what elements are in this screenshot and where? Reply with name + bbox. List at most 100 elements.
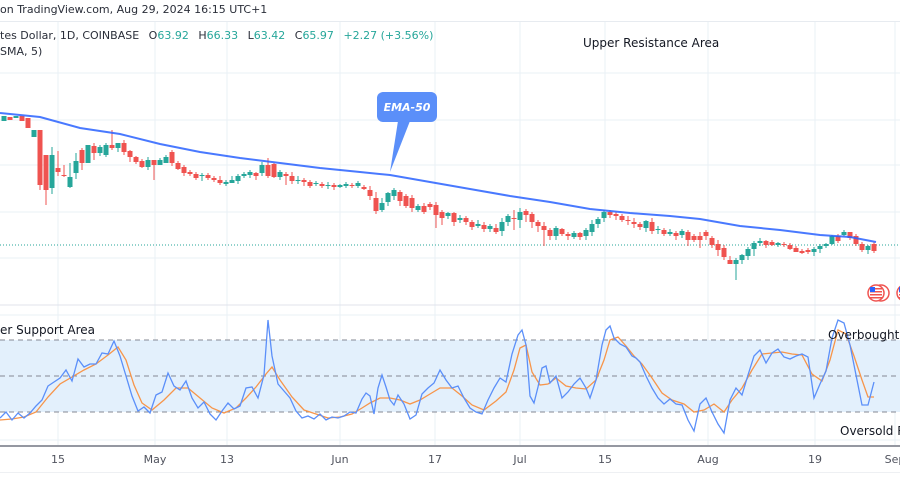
candle-down [481,225,487,229]
candle-up [73,161,79,173]
candle-down [289,176,295,181]
time-axis-tick: 17 [428,453,442,466]
candle-up [229,180,235,183]
candle-down [511,218,517,219]
candle-up [457,218,463,220]
candle-up [199,175,205,176]
candle-down [451,213,457,222]
candle-down [871,244,877,251]
candle-up [337,185,343,187]
candle-down [205,175,211,178]
candle-down [649,222,655,231]
candle-down [43,155,49,190]
candle-up [103,145,109,155]
candle-up [157,160,163,165]
candle-up [553,228,559,236]
time-axis-tick: 19 [808,453,822,466]
candle-down [193,174,199,178]
candle-up [235,176,241,181]
candle-up [259,165,265,173]
candle-down [25,118,31,128]
candle-up [313,183,319,184]
candle-up [31,130,37,137]
lower-support-label: er Support Area [0,323,95,337]
time-axis-tick: Sep [884,453,900,466]
candle-down [847,232,853,238]
candle-up [829,236,835,244]
candle-down [91,146,97,153]
ema-50-callout[interactable]: EMA-50 [377,92,437,122]
candle-down [529,214,535,222]
candle-down [541,226,547,230]
candle-down [79,150,85,163]
candle-down [853,236,859,244]
high-value: 66.33 [206,29,239,42]
candle-down [253,173,259,176]
watermark-text: on TradingView.com, Aug 29, 2024 16:15 U… [0,3,268,16]
candle-down [271,164,277,177]
candle-down [421,206,427,212]
candle-down [469,222,475,227]
time-axis-tick: 13 [220,453,234,466]
candle-down [697,236,703,240]
candle-down [619,216,625,220]
candle-down [397,192,403,201]
candle-down [427,204,433,207]
candle-up [679,231,685,235]
candle-down [265,165,271,176]
candle-up [775,243,781,245]
candle-up [745,249,751,256]
candle-down [859,244,865,250]
time-axis-bottom-border [0,472,900,473]
candle-up [1,116,7,121]
candle-down [673,233,679,236]
close-value: 65.97 [302,29,334,42]
candle-down [151,160,157,165]
candle-down [139,161,145,167]
candle-down [61,175,67,176]
time-axis-tick: May [143,453,167,466]
symbol-legend: tes Dollar, 1D, COINBASE O63.92 H66.33 L… [0,28,433,60]
candle-down [577,233,583,237]
candle-down [175,163,181,169]
candle-down [799,251,805,253]
candle-down [523,211,529,215]
candle-down [217,180,223,183]
candle-up [823,244,829,246]
time-axis-border [0,445,900,447]
time-axis-tick: Aug [697,453,719,466]
time-axis-tick: Jul [513,453,527,466]
time-axis[interactable]: 15 May 13 Jun 17 Jul 15 Aug 19 Sep [0,447,900,473]
low-label: L [247,29,254,42]
candle-down [463,218,469,222]
candle-up [487,226,493,229]
candle-up [343,184,349,186]
candle-up [277,172,283,177]
candle-down [331,185,337,187]
candle-down [307,182,313,186]
candle-down [631,222,637,224]
candle-up [505,216,511,222]
candle-down [409,198,415,208]
candle-down [367,190,373,196]
candle-down [763,241,769,245]
candle-down [721,248,727,257]
candle-up [655,229,661,230]
candle-up [391,190,397,196]
candle-up [241,174,247,176]
candle-up [163,157,169,163]
candle-up [85,145,91,163]
candle-down [715,244,721,250]
candle-up [517,212,523,220]
open-value: 63.92 [157,29,189,42]
candle-down [685,232,691,240]
candle-up [595,219,601,224]
us-flag-event-icon[interactable] [867,284,890,302]
candle-down [403,196,409,206]
candle-up [223,182,229,184]
candle-down [121,143,127,152]
candle-down [769,242,775,245]
candle-down [169,152,175,163]
candle-down [709,238,715,245]
